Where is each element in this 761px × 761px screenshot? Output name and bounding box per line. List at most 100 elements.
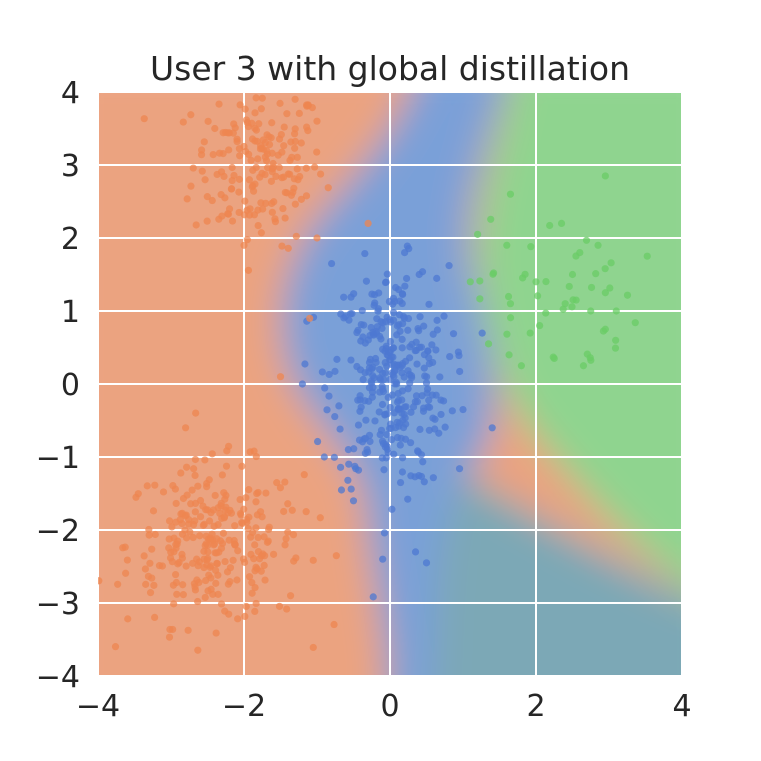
- point-green: [607, 259, 615, 267]
- point-blue: [456, 367, 464, 376]
- point-orange: [324, 184, 332, 192]
- point-orange: [276, 99, 284, 107]
- y-tick-label: 3: [61, 149, 80, 184]
- point-green: [526, 329, 534, 337]
- y-tick-label: −3: [36, 587, 80, 622]
- point-orange: [207, 585, 215, 593]
- point-blue: [353, 362, 361, 371]
- point-orange: [217, 600, 226, 608]
- point-orange: [196, 496, 205, 505]
- point-orange: [204, 117, 212, 125]
- point-orange: [221, 607, 229, 615]
- point-orange: [190, 465, 198, 473]
- point-orange: [194, 597, 202, 606]
- point-blue: [328, 259, 336, 268]
- point-blue: [422, 559, 431, 567]
- point-orange: [313, 234, 321, 242]
- point-orange: [216, 509, 224, 518]
- point-orange: [183, 463, 191, 471]
- point-blue: [380, 466, 388, 474]
- point-orange: [203, 217, 211, 225]
- point-orange: [311, 163, 319, 171]
- point-green: [532, 278, 540, 286]
- point-blue: [361, 369, 369, 377]
- point-orange: [229, 556, 237, 564]
- point-blue: [345, 316, 353, 324]
- y-tick-label: 0: [61, 368, 80, 403]
- point-orange: [332, 552, 340, 560]
- point-green: [550, 354, 558, 363]
- point-blue: [419, 458, 427, 466]
- point-orange: [261, 552, 269, 560]
- point-orange: [209, 150, 217, 159]
- point-blue: [386, 375, 394, 383]
- point-blue: [432, 346, 440, 354]
- point-blue: [390, 360, 398, 368]
- point-orange: [191, 517, 199, 525]
- point-orange: [215, 100, 223, 108]
- point-blue: [397, 434, 405, 442]
- point-blue: [422, 379, 431, 387]
- point-orange: [191, 508, 199, 516]
- point-orange: [204, 548, 212, 556]
- point-blue: [401, 282, 409, 290]
- point-blue: [429, 330, 437, 338]
- point-blue: [381, 411, 389, 419]
- point-orange: [221, 495, 229, 503]
- point-orange: [173, 590, 181, 598]
- point-green: [476, 277, 484, 285]
- point-blue: [371, 354, 380, 363]
- point-orange: [269, 550, 278, 558]
- point-orange: [228, 217, 237, 225]
- point-blue: [428, 341, 436, 349]
- y-tick-label: −1: [36, 441, 80, 476]
- point-orange: [253, 489, 261, 498]
- point-green: [583, 350, 591, 358]
- point-blue: [407, 472, 415, 480]
- point-blue: [414, 448, 422, 456]
- point-blue: [394, 396, 403, 404]
- point-blue: [336, 425, 344, 433]
- point-blue: [318, 368, 326, 376]
- point-orange: [330, 620, 338, 629]
- point-green: [466, 278, 474, 286]
- point-orange: [214, 590, 222, 598]
- point-orange: [220, 172, 228, 180]
- point-orange: [252, 94, 260, 102]
- point-orange: [205, 517, 214, 525]
- point-orange: [249, 528, 257, 537]
- point-orange: [195, 558, 203, 566]
- point-blue: [399, 290, 407, 299]
- point-green: [489, 269, 498, 277]
- point-blue: [449, 330, 458, 338]
- point-orange: [111, 643, 120, 651]
- point-orange: [177, 469, 185, 477]
- point-orange: [259, 205, 267, 213]
- point-green: [601, 265, 609, 273]
- point-orange: [233, 576, 241, 584]
- point-orange: [290, 130, 299, 138]
- point-orange: [179, 581, 187, 589]
- point-blue: [373, 315, 381, 323]
- point-orange: [265, 141, 274, 149]
- y-tick-label: 4: [61, 76, 80, 111]
- point-orange: [123, 556, 131, 564]
- point-blue: [429, 414, 437, 422]
- point-orange: [300, 471, 308, 479]
- point-orange: [208, 530, 216, 538]
- point-orange: [262, 489, 270, 497]
- point-orange: [148, 574, 156, 582]
- point-orange: [236, 495, 244, 504]
- point-orange: [218, 212, 226, 220]
- point-blue: [353, 328, 361, 337]
- point-blue: [388, 436, 396, 444]
- point-orange: [281, 478, 289, 486]
- point-green: [476, 295, 484, 303]
- point-orange: [268, 119, 276, 127]
- point-blue: [404, 495, 412, 503]
- point-green: [542, 309, 550, 317]
- point-orange: [192, 409, 200, 417]
- point-blue: [398, 387, 406, 395]
- point-orange: [241, 612, 249, 620]
